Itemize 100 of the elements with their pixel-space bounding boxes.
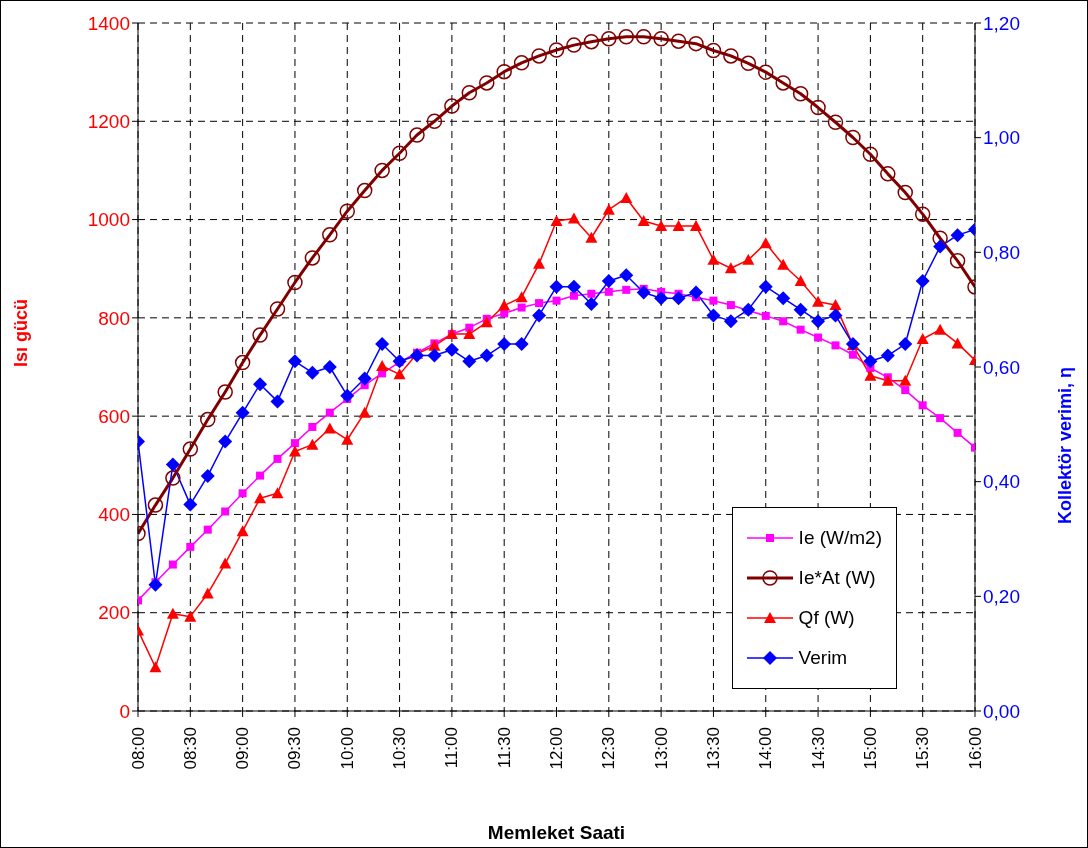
point	[848, 350, 857, 359]
x-tick-label: 13:30	[703, 727, 723, 770]
point	[709, 296, 718, 305]
point	[761, 311, 770, 320]
point	[779, 317, 788, 326]
point	[200, 468, 215, 483]
point	[953, 428, 962, 437]
y2-axis-title: Kollektör verimi, η	[1055, 367, 1076, 525]
point	[182, 441, 199, 457]
point	[444, 342, 459, 357]
point	[601, 30, 617, 47]
point	[620, 191, 633, 203]
point	[812, 295, 825, 307]
point	[287, 354, 302, 369]
point	[147, 497, 164, 513]
point	[287, 274, 303, 291]
point	[323, 422, 336, 434]
point	[880, 348, 895, 363]
y2-tick-label: 1,20	[983, 12, 1020, 34]
point	[393, 368, 406, 380]
point	[165, 457, 180, 472]
point	[186, 542, 195, 551]
point	[200, 411, 216, 428]
point	[166, 607, 179, 619]
point	[270, 394, 285, 409]
y2-tick-label: 0,80	[983, 242, 1020, 264]
point	[831, 341, 840, 350]
point	[409, 127, 425, 143]
point	[531, 48, 547, 64]
x-tick-label: 15:30	[913, 727, 933, 770]
point	[933, 239, 948, 254]
point	[936, 414, 945, 423]
point	[723, 314, 738, 329]
point	[864, 369, 877, 381]
point	[793, 302, 808, 317]
y-tick-label: 1400	[87, 12, 130, 34]
point	[827, 114, 844, 131]
point	[496, 63, 512, 80]
y2-tick-label: 1,00	[983, 127, 1020, 149]
x-tick-label: 09:30	[285, 727, 305, 770]
y-tick-label: 1000	[87, 209, 130, 231]
x-tick-label: 14:30	[808, 727, 828, 770]
point	[461, 85, 478, 101]
point	[811, 314, 826, 329]
point	[636, 285, 651, 300]
point	[376, 360, 389, 372]
point	[635, 29, 652, 45]
point	[305, 365, 320, 380]
point	[950, 228, 965, 243]
point	[670, 33, 687, 49]
point	[288, 445, 301, 457]
point	[463, 328, 476, 340]
point	[932, 230, 948, 246]
point	[514, 337, 529, 352]
point	[254, 492, 267, 504]
point	[569, 291, 578, 300]
y-tick-label: 800	[98, 307, 130, 329]
y2-tick-label: 0,20	[983, 586, 1020, 608]
point	[235, 405, 250, 420]
point	[796, 325, 805, 334]
point	[601, 274, 616, 288]
y-tick-label: 600	[98, 405, 130, 427]
point	[234, 354, 251, 371]
point	[602, 203, 615, 215]
point	[444, 98, 460, 114]
x-tick-label: 08:00	[128, 727, 148, 770]
point	[306, 438, 319, 450]
point	[741, 302, 756, 317]
point	[759, 237, 772, 249]
point	[203, 525, 212, 534]
point	[604, 287, 613, 296]
y2-tick-label: 0,00	[983, 700, 1020, 722]
point	[427, 348, 442, 363]
x-tick-label: 11:00	[442, 727, 462, 769]
point	[707, 253, 720, 265]
point	[897, 184, 913, 201]
point	[618, 29, 634, 45]
point	[149, 661, 162, 673]
x-tick-label: 13:00	[651, 727, 671, 770]
point	[742, 253, 755, 265]
x-tick-label: 10:30	[390, 727, 410, 770]
point	[655, 219, 668, 231]
point	[392, 354, 407, 369]
legend-label: Verim	[798, 647, 848, 669]
point	[899, 374, 912, 386]
point	[810, 99, 826, 116]
point	[533, 257, 546, 269]
x-tick-label: 15:00	[860, 727, 880, 770]
point	[688, 35, 704, 52]
point	[308, 422, 317, 431]
point	[357, 371, 372, 386]
x-axis-title: Memleket Saati	[487, 822, 626, 843]
point	[498, 299, 511, 311]
point	[637, 215, 650, 227]
x-tick-label: 08:30	[180, 727, 200, 770]
point	[584, 296, 599, 311]
legend-label: Ie*At (W)	[798, 567, 876, 589]
point	[566, 279, 581, 294]
point	[705, 42, 722, 59]
point	[776, 291, 791, 306]
